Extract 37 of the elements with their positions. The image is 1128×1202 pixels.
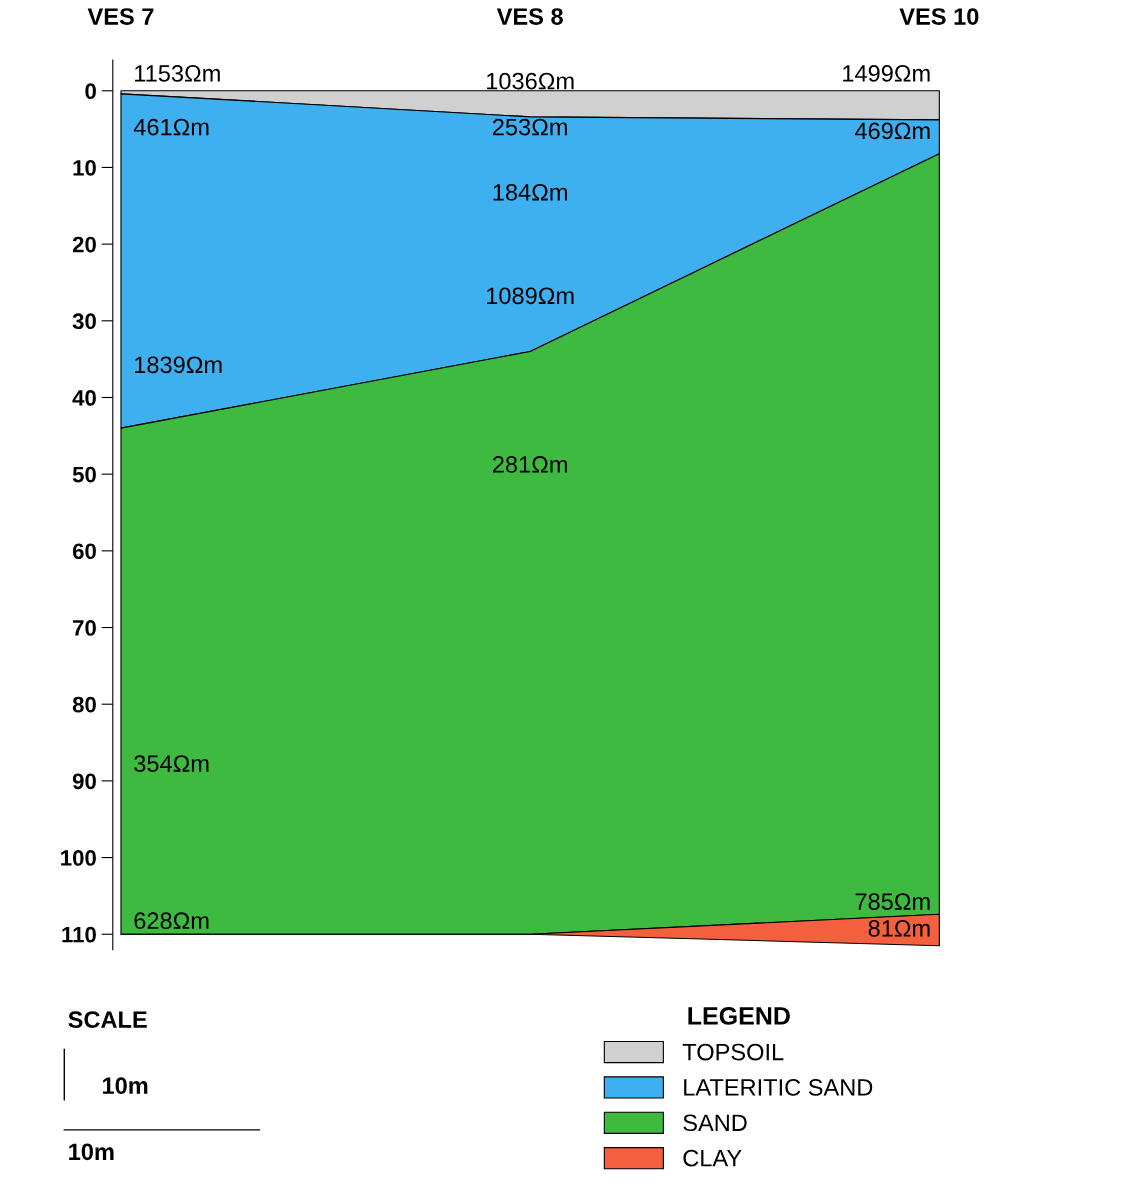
y-tick-label: 70 <box>73 620 96 636</box>
annotation: 628Ωm <box>134 912 209 930</box>
y-tick-label: 80 <box>72 696 96 713</box>
y-tick-label: 20 <box>72 236 96 253</box>
annotation: 469Ωm <box>854 122 930 140</box>
y-tick-label: 50 <box>72 466 96 483</box>
legend-label: LATERITIC SAND <box>684 1079 873 1096</box>
annotation: 81Ωm <box>868 920 930 937</box>
x-tick-label: VES 10 <box>899 8 979 25</box>
text: 10m <box>103 1077 148 1095</box>
x-tick-label: VES 8 <box>496 8 563 25</box>
legend-label: TOPSOIL <box>682 1043 784 1061</box>
annotation: 1153Ωm <box>135 65 220 82</box>
y-tick-label: 100 <box>61 850 96 866</box>
annotation: 184Ωm <box>493 183 567 201</box>
y-tick-label: 110 <box>62 926 96 943</box>
annotation: 785Ωm <box>855 893 930 910</box>
annotation: 281Ωm <box>492 456 567 473</box>
annotation: 1036Ωm <box>487 72 574 90</box>
annotation: 1089Ωm <box>487 287 574 305</box>
annotation: 1839Ωm <box>135 356 222 374</box>
text: SCALE <box>68 1011 147 1028</box>
legend-title: LEGEND <box>688 1007 790 1025</box>
y-tick-label: 0 <box>85 83 96 100</box>
x-tick-label: VES 7 <box>87 8 154 25</box>
y-tick-label: 10 <box>73 159 96 176</box>
y-tick-label: 60 <box>72 543 96 560</box>
annotation: 461Ωm <box>133 118 209 136</box>
annotation: 1499Ωm <box>843 65 930 82</box>
y-tick-label: 40 <box>72 390 96 406</box>
y-tick-label: 90 <box>72 773 96 790</box>
y-tick-label: 30 <box>72 313 96 330</box>
legend-label: CLAY <box>683 1149 742 1167</box>
annotation: 253Ωm <box>492 118 567 136</box>
legend-label: SAND <box>683 1114 747 1132</box>
text: 10m <box>69 1143 114 1161</box>
annotation: 354Ωm <box>134 755 209 772</box>
